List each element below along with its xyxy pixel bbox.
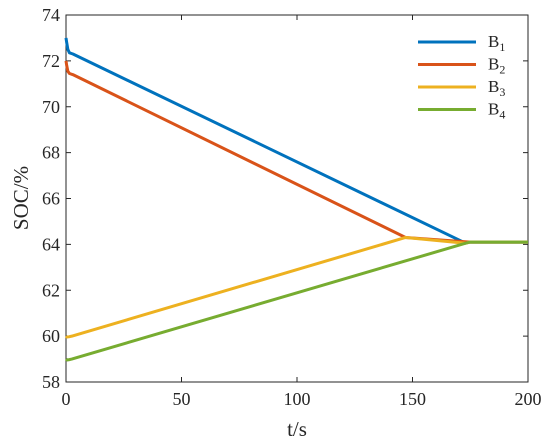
x-tick-label: 0	[62, 389, 71, 409]
y-tick-label: 68	[42, 143, 60, 163]
series-lines	[64, 37, 528, 362]
y-tick-label: 70	[42, 97, 60, 117]
y-tick-label: 60	[42, 326, 60, 346]
x-tick-label: 200	[515, 389, 542, 409]
y-tick-label: 74	[42, 5, 60, 25]
x-tick-label: 150	[399, 389, 426, 409]
x-axis-label: t/s	[287, 417, 307, 441]
series-line-b4	[64, 240, 528, 362]
plot-area	[65, 14, 529, 383]
y-tick-label: 62	[42, 280, 60, 300]
y-axis-label: SOC/%	[9, 166, 33, 230]
y-tick-label: 66	[42, 189, 60, 209]
y-tick-label: 64	[42, 234, 60, 254]
y-tick-label: 72	[42, 51, 60, 71]
y-tick-label: 58	[42, 372, 60, 392]
plot-frame	[65, 14, 529, 383]
x-tick-label: 50	[173, 389, 191, 409]
tick-labels: 0 50 100 150 200 58 60 62 64 66 68 70 72 74	[42, 5, 542, 409]
x-tick-label: 100	[284, 389, 311, 409]
